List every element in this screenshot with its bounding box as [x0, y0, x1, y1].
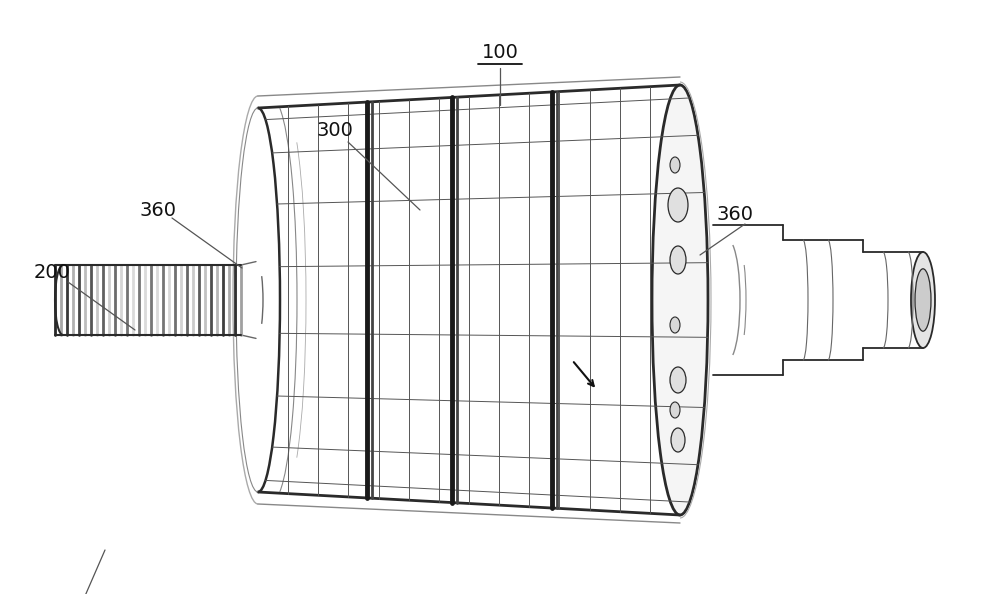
Ellipse shape	[671, 428, 685, 452]
Text: 300: 300	[317, 121, 353, 140]
Ellipse shape	[668, 188, 688, 222]
Text: 360: 360	[140, 201, 176, 220]
Text: 200: 200	[34, 263, 70, 282]
Text: 100: 100	[482, 43, 518, 62]
Ellipse shape	[915, 269, 931, 331]
Ellipse shape	[670, 157, 680, 173]
Ellipse shape	[911, 252, 935, 348]
Ellipse shape	[670, 367, 686, 393]
Ellipse shape	[670, 246, 686, 274]
Text: 360: 360	[716, 206, 754, 225]
Ellipse shape	[652, 85, 708, 515]
Ellipse shape	[670, 317, 680, 333]
Ellipse shape	[670, 402, 680, 418]
